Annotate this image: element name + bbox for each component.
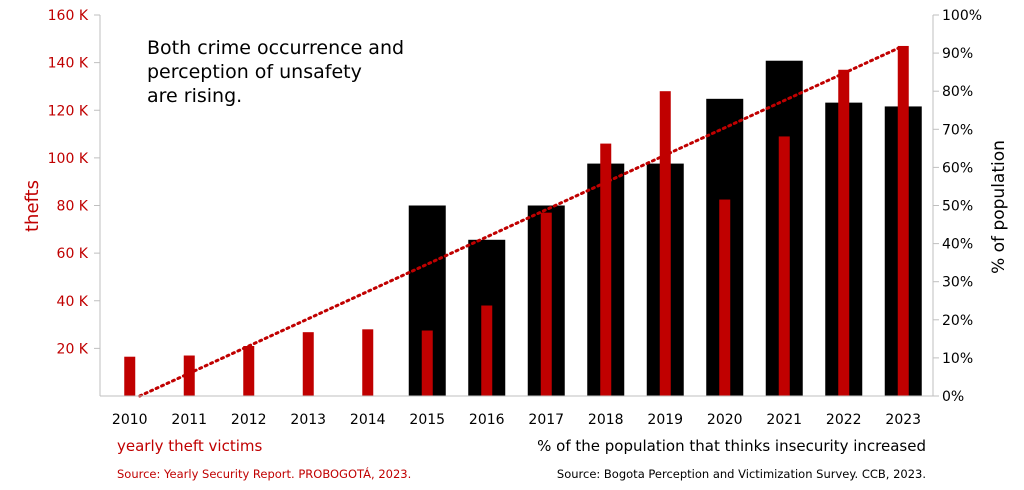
theft-bar-2018	[600, 143, 612, 396]
theft-bar-2021	[778, 136, 790, 396]
right-tick-label: 50%	[942, 199, 973, 215]
left-tick-label: 160 K	[48, 8, 89, 24]
x-tick-label-2018: 2018	[588, 412, 624, 428]
right-tick-label: 60%	[942, 160, 973, 176]
x-tick-label-2010: 2010	[112, 412, 148, 428]
theft-trendline	[138, 44, 905, 398]
x-tick-label-2012: 2012	[231, 412, 267, 428]
right-axis-ticks: 0% 10% 20% 30% 40% 50% 60% 70% 80% 90% 100%	[933, 8, 982, 405]
theft-bars	[124, 45, 909, 397]
left-axis-ticks: 20 K 40 K 60 K 80 K 100 K 120 K 140 K 160 K	[48, 8, 100, 357]
theft-bar-2015	[421, 330, 433, 396]
theft-bar-2014	[362, 329, 374, 396]
right-tick-label: 40%	[942, 237, 973, 253]
right-tick-label: 20%	[942, 313, 973, 329]
left-tick-label: 60 K	[57, 246, 89, 262]
source-right: Source: Bogota Perception and Victimizat…	[557, 467, 926, 481]
x-tick-label-2013: 2013	[290, 412, 326, 428]
legend-perception: % of the population that thinks insecuri…	[537, 437, 926, 455]
right-tick-label: 0%	[942, 389, 964, 405]
theft-bar-2012	[243, 345, 255, 396]
right-tick-label: 100%	[942, 8, 982, 24]
left-tick-label: 140 K	[48, 56, 89, 72]
x-tick-label-2011: 2011	[171, 412, 207, 428]
theft-bar-2011	[183, 355, 195, 396]
legend-theft-victims: yearly theft victims	[117, 437, 263, 455]
right-tick-label: 90%	[942, 46, 973, 62]
x-tick-label-2016: 2016	[469, 412, 505, 428]
left-tick-label: 40 K	[57, 294, 89, 310]
x-tick-label-2015: 2015	[409, 412, 445, 428]
x-tick-label-2014: 2014	[350, 412, 386, 428]
annotation-line-2: perception of unsafety	[147, 61, 362, 83]
right-tick-label: 70%	[942, 122, 973, 138]
left-tick-label: 80 K	[57, 199, 89, 215]
right-tick-label: 80%	[942, 84, 973, 100]
x-tick-label-2022: 2022	[826, 412, 862, 428]
source-left: Source: Yearly Security Report. PROBOGOT…	[117, 466, 411, 481]
right-tick-label: 30%	[942, 275, 973, 291]
x-tick-label-2017: 2017	[528, 412, 564, 428]
left-tick-label: 120 K	[48, 103, 89, 119]
left-tick-label: 20 K	[57, 341, 89, 357]
left-tick-label: 100 K	[48, 151, 89, 167]
left-axis-title: thefts	[22, 180, 43, 232]
theft-bar-2013	[302, 332, 314, 396]
x-tick-label-2021: 2021	[766, 412, 802, 428]
theft-bar-2019	[659, 91, 671, 396]
theft-bar-2020	[719, 199, 731, 396]
theft-bar-2010	[124, 356, 136, 396]
right-tick-label: 10%	[942, 351, 973, 367]
theft-bar-2022	[838, 69, 850, 397]
right-axis-title: % of population	[989, 140, 1009, 274]
theft-bar-2016	[481, 305, 493, 396]
theft-bar-2017	[540, 212, 552, 396]
x-axis-ticks: 2010 2011 2012 2013 2014 2015 2016 2017 2018 2019…	[112, 412, 921, 428]
x-tick-label-2019: 2019	[647, 412, 683, 428]
annotation-line-1: Both crime occurrence and	[147, 37, 404, 59]
annotation-line-3: are rising.	[147, 85, 242, 107]
x-tick-label-2023: 2023	[885, 412, 921, 428]
x-tick-label-2020: 2020	[707, 412, 743, 428]
theft-bar-2023	[897, 45, 909, 397]
